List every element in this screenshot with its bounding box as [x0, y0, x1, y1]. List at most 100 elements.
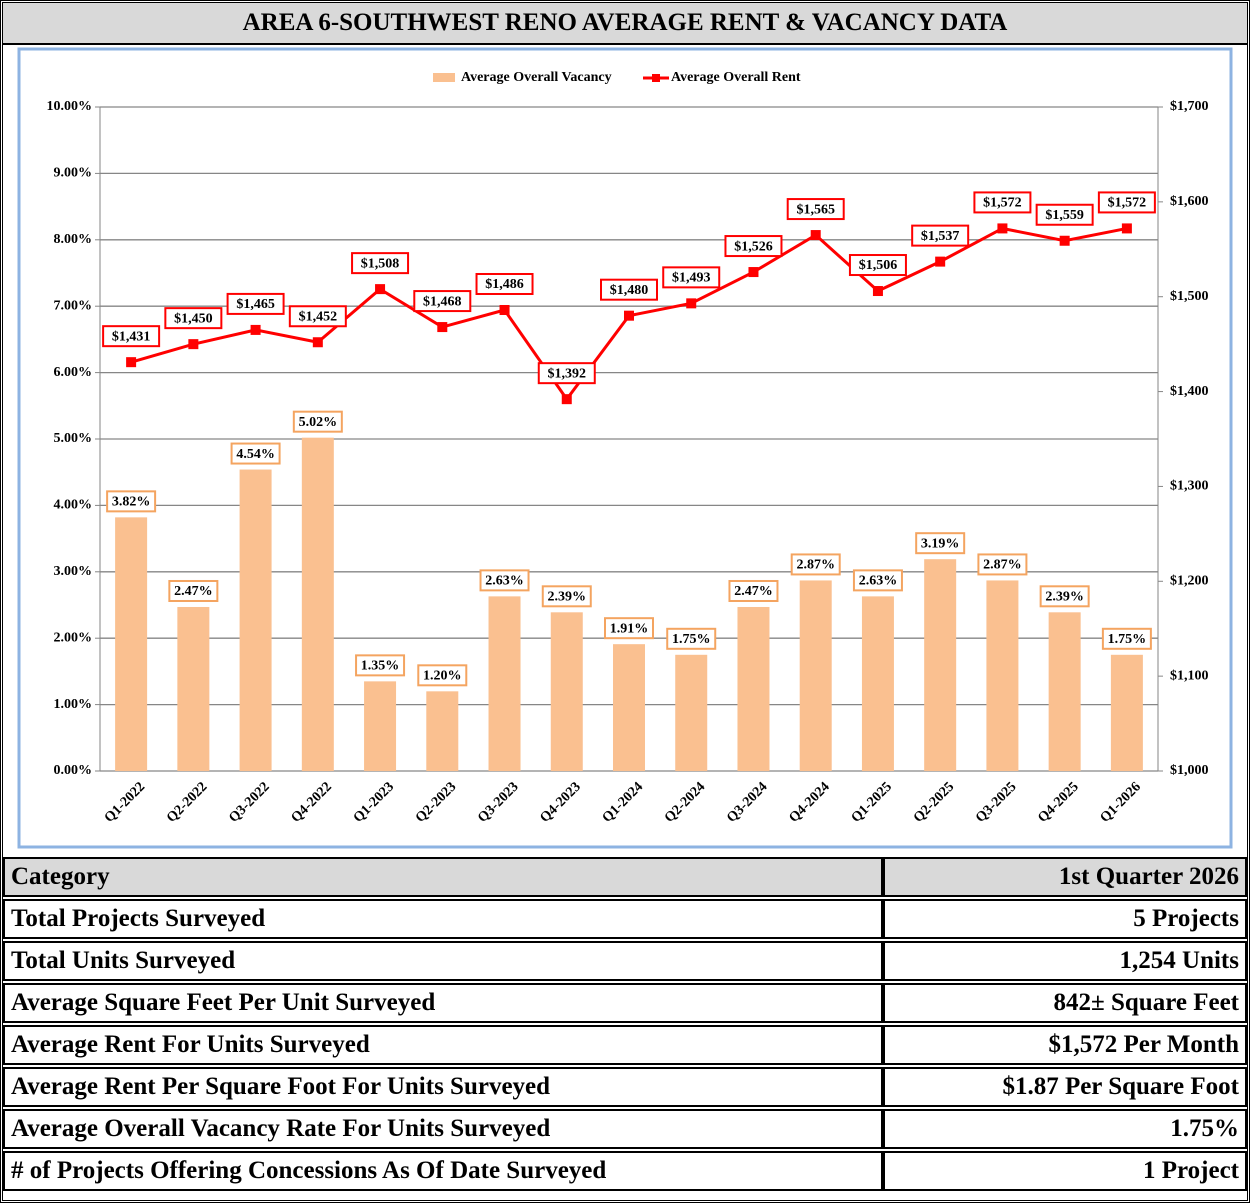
data-label: 2.39%: [548, 590, 587, 605]
label-box: [852, 569, 903, 592]
marker: [748, 267, 759, 278]
data-label: $1,480: [610, 283, 649, 298]
marker: [312, 337, 323, 348]
label-box: [1039, 585, 1090, 608]
table-row: Average Rent For Units Surveyed $1,572 Pe…: [3, 1025, 1247, 1065]
data-label: $1,526: [734, 239, 773, 254]
marker: [188, 339, 199, 350]
marker: [437, 322, 448, 333]
label-box: [106, 490, 157, 513]
table-row: Average Overall Vacancy Rate For Units S…: [3, 1109, 1247, 1149]
table-cell: $1,572 Per Month: [883, 1025, 1247, 1065]
marker: [810, 230, 821, 241]
marker: [126, 357, 137, 368]
bar: [861, 596, 894, 771]
label-box: [1097, 191, 1156, 214]
marker: [997, 223, 1008, 234]
label-box: [351, 252, 410, 275]
marker: [624, 310, 634, 321]
label-box: [911, 224, 970, 247]
data-label: 1.35%: [361, 659, 400, 674]
table-cell: Average Rent For Units Surveyed: [3, 1025, 884, 1065]
y-tick-label: 3.00%: [54, 564, 93, 579]
data-label: 1.75%: [1108, 632, 1147, 647]
data-label: 3.82%: [112, 495, 151, 510]
y2-tick-label: $1,400: [1170, 384, 1209, 399]
bar: [1048, 612, 1081, 771]
label-box: [790, 553, 841, 576]
y-tick-label: 7.00%: [54, 298, 93, 313]
label-box: [102, 325, 161, 348]
data-label: $1,431: [112, 329, 151, 344]
label-box: [977, 553, 1028, 576]
marker: [250, 324, 261, 335]
y2-tick-label: $1,600: [1170, 194, 1209, 209]
data-label: 2.63%: [485, 574, 524, 589]
label-box: [973, 191, 1032, 214]
marker: [1121, 223, 1132, 234]
y2-tick-label: $1,700: [1170, 99, 1209, 114]
data-label: $1,508: [361, 256, 400, 271]
bar: [1110, 654, 1143, 771]
data-label: 2.39%: [1045, 590, 1084, 605]
label-box: [848, 254, 907, 277]
data-label: $1,565: [796, 202, 835, 217]
data-label: 3.19%: [921, 536, 960, 551]
bar: [426, 691, 459, 771]
data-label: $1,465: [236, 297, 275, 312]
y2-tick-label: $1,200: [1170, 574, 1209, 589]
bar: [924, 559, 957, 771]
marker: [499, 304, 510, 315]
label-box: [164, 307, 223, 330]
y2-tick-label: $1,100: [1170, 668, 1209, 683]
label-box: [479, 569, 530, 592]
table-cell: Total Units Surveyed: [3, 941, 884, 981]
bar: [301, 437, 334, 771]
table-row: Average Rent Per Square Foot For Units S…: [3, 1067, 1247, 1107]
y-tick-label: 0.00%: [54, 763, 93, 778]
data-label: 2.47%: [734, 584, 773, 599]
label-box: [413, 290, 472, 313]
label-box: [475, 272, 534, 295]
data-label: $1,559: [1045, 208, 1084, 223]
table-row: Category 1st Quarter 2026: [3, 857, 1247, 897]
data-label: $1,486: [485, 277, 524, 292]
label-box: [666, 627, 717, 650]
chart-title: AREA 6-SOUTHWEST RENO AVERAGE RENT & VAC…: [3, 3, 1247, 45]
y-tick-label: 4.00%: [54, 498, 93, 513]
table-row: Total Units Surveyed 1,254 Units: [3, 941, 1247, 981]
table-cell: 1st Quarter 2026: [883, 857, 1247, 897]
label-box: [355, 654, 406, 677]
data-label: $1,450: [174, 311, 213, 326]
table-cell: Average Square Feet Per Unit Surveyed: [3, 983, 884, 1023]
data-label: $1,452: [299, 309, 338, 324]
bar: [177, 606, 210, 771]
data-label: 2.63%: [859, 574, 898, 589]
label-box: [537, 362, 596, 385]
table-cell: 5 Projects: [883, 899, 1247, 939]
table-cell: Average Rent Per Square Foot For Units S…: [3, 1067, 884, 1107]
y2-tick-label: $1,300: [1170, 479, 1209, 494]
table-cell: 1.75%: [883, 1109, 1247, 1149]
label-box: [1101, 627, 1152, 650]
data-label: $1,392: [548, 366, 587, 381]
data-label: 5.02%: [299, 415, 338, 430]
y-tick-label: 8.00%: [54, 232, 93, 247]
table-cell: Average Overall Vacancy Rate For Units S…: [3, 1109, 884, 1149]
data-label: 1.75%: [672, 632, 711, 647]
table-cell: 1,254 Units: [883, 941, 1247, 981]
data-label: 2.87%: [983, 558, 1022, 573]
data-label: 4.54%: [236, 447, 275, 462]
data-label: $1,572: [983, 196, 1022, 211]
bar: [986, 580, 1019, 771]
label-box: [168, 579, 219, 602]
bar: [737, 606, 770, 771]
y-tick-label: 10.00%: [47, 99, 93, 114]
bar: [675, 654, 708, 771]
table-cell: # of Projects Offering Concessions As Of…: [3, 1151, 884, 1191]
data-label: $1,468: [423, 294, 462, 309]
label-box: [728, 579, 779, 602]
marker: [375, 284, 386, 295]
legend-label: Average Overall Rent: [671, 70, 801, 85]
